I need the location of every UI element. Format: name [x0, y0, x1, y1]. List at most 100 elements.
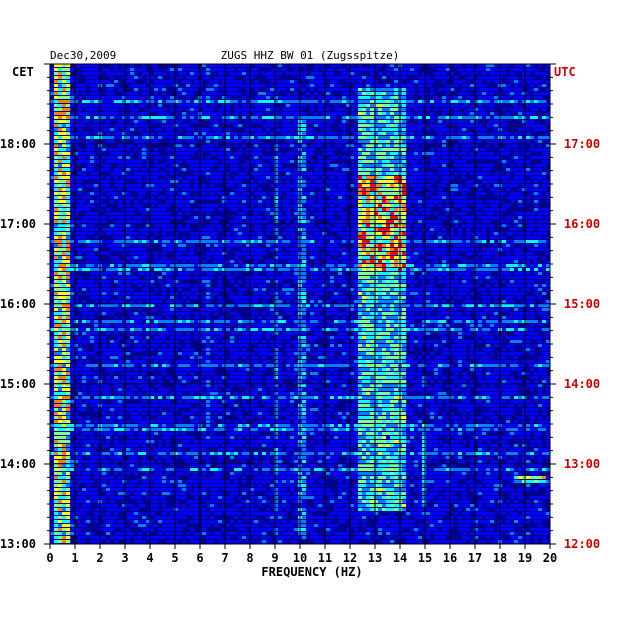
heatmap-cell	[90, 252, 95, 255]
heatmap-cell	[406, 272, 411, 275]
heatmap-cell	[330, 264, 335, 267]
heatmap-cell	[114, 196, 119, 199]
heatmap-cell	[290, 276, 295, 279]
heatmap-cell	[74, 88, 79, 91]
heatmap-cell	[402, 212, 407, 215]
heatmap-cell	[118, 88, 123, 91]
heatmap-cell	[382, 84, 387, 87]
heatmap-cell	[314, 72, 319, 75]
heatmap-cell	[222, 108, 227, 111]
heatmap-cell	[430, 220, 435, 223]
heatmap-cell	[66, 228, 71, 231]
heatmap-cell	[142, 148, 147, 151]
heatmap-cell	[86, 144, 91, 147]
heatmap-cell	[294, 212, 299, 215]
heatmap-cell	[426, 108, 431, 111]
heatmap-cell	[474, 204, 479, 207]
heatmap-cell	[370, 236, 375, 239]
heatmap-cell	[490, 64, 495, 67]
heatmap-cell	[514, 92, 519, 95]
heatmap-cell	[442, 136, 447, 139]
heatmap-cell	[482, 72, 487, 75]
heatmap-cell	[110, 136, 115, 139]
heatmap-cell	[546, 264, 551, 267]
heatmap-cell	[518, 160, 523, 163]
heatmap-cell	[418, 132, 423, 135]
heatmap-cell	[274, 180, 279, 183]
heatmap-cell	[86, 80, 91, 83]
heatmap-cell	[334, 228, 339, 231]
heatmap-cell	[422, 100, 427, 103]
heatmap-cell	[202, 160, 207, 163]
heatmap-cell	[482, 100, 487, 103]
heatmap-cell	[390, 168, 395, 171]
heatmap-cell	[58, 104, 63, 107]
heatmap-cell	[386, 148, 391, 151]
heatmap-cell	[218, 76, 223, 79]
heatmap-cell	[94, 112, 99, 115]
heatmap-cell	[194, 240, 199, 243]
heatmap-cell	[74, 204, 79, 207]
heatmap-cell	[66, 160, 71, 163]
heatmap-cell	[502, 272, 507, 275]
heatmap-cell	[430, 116, 435, 119]
heatmap-cell	[490, 208, 495, 211]
heatmap-cell	[118, 228, 123, 231]
heatmap-cell	[490, 72, 495, 75]
heatmap-cell	[406, 124, 411, 127]
heatmap-cell	[358, 208, 363, 211]
heatmap-cell	[386, 100, 391, 103]
heatmap-cell	[278, 268, 283, 271]
heatmap-cell	[378, 232, 383, 235]
heatmap-cell	[54, 100, 59, 103]
heatmap-cell	[138, 208, 143, 211]
heatmap-cell	[202, 72, 207, 75]
heatmap-cell	[334, 64, 339, 67]
heatmap-cell	[490, 264, 495, 267]
heatmap-cell	[226, 88, 231, 91]
heatmap-cell	[414, 216, 419, 219]
heatmap-cell	[254, 84, 259, 87]
heatmap-cell	[170, 188, 175, 191]
heatmap-cell	[178, 152, 183, 155]
chart-title: ZUGS HHZ BW 01 (Zugsspitze)	[221, 49, 400, 62]
heatmap-cell	[206, 108, 211, 111]
heatmap-cell	[470, 136, 475, 139]
heatmap-cell	[374, 96, 379, 99]
heatmap-cell	[286, 196, 291, 199]
heatmap-cell	[122, 148, 127, 151]
heatmap-cell	[210, 104, 215, 107]
heatmap-cell	[270, 268, 275, 271]
heatmap-cell	[434, 156, 439, 159]
heatmap-cell	[526, 104, 531, 107]
heatmap-cell	[534, 196, 539, 199]
heatmap-cell	[538, 164, 543, 167]
heatmap-cell	[222, 136, 227, 139]
heatmap-cell	[510, 268, 515, 271]
heatmap-cell	[86, 168, 91, 171]
heatmap-cell	[470, 108, 475, 111]
heatmap-cell	[366, 268, 371, 271]
heatmap-cell	[230, 64, 235, 67]
heatmap-cell	[438, 148, 443, 151]
heatmap-cell	[518, 204, 523, 207]
heatmap-cell	[90, 204, 95, 207]
heatmap-cell	[242, 96, 247, 99]
heatmap-cell	[262, 180, 267, 183]
heatmap-cell	[82, 72, 87, 75]
heatmap-cell	[530, 188, 535, 191]
heatmap-cell	[54, 176, 59, 179]
heatmap-cell	[158, 172, 163, 175]
heatmap-cell	[78, 208, 83, 211]
heatmap-cell	[526, 260, 531, 263]
heatmap-cell	[386, 160, 391, 163]
heatmap-cell	[278, 212, 283, 215]
heatmap-cell	[294, 116, 299, 119]
heatmap-cell	[438, 184, 443, 187]
heatmap-cell	[478, 104, 483, 107]
heatmap-cell	[358, 272, 363, 275]
heatmap-cell	[418, 172, 423, 175]
heatmap-cell	[442, 264, 447, 267]
heatmap-cell	[546, 196, 551, 199]
heatmap-cell	[450, 152, 455, 155]
